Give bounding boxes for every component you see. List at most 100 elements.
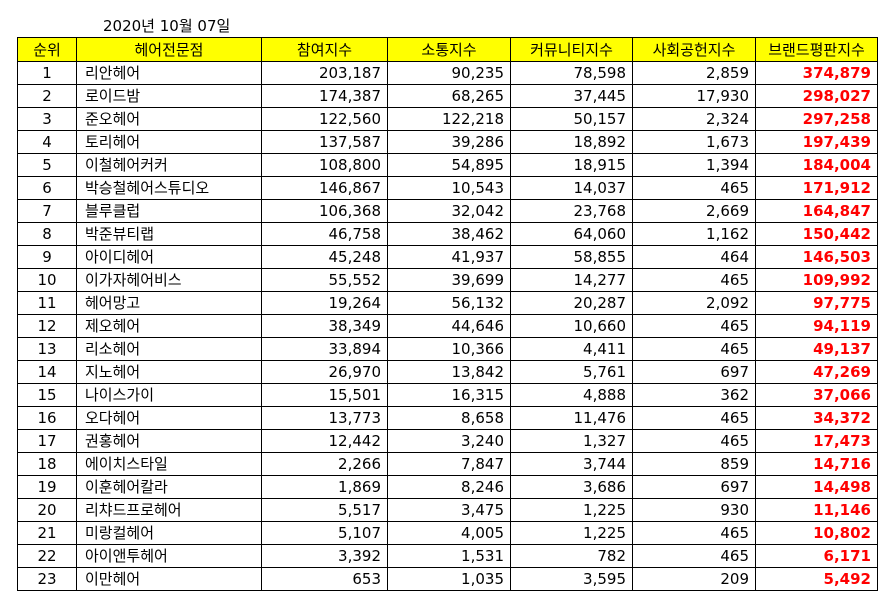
rank-cell: 8: [17, 222, 77, 246]
table-row: 7 블루클럽 106,368 32,042 23,768 2,669 164,847: [17, 199, 878, 223]
community-cell: 4,411: [510, 337, 633, 361]
social-contribution-cell: 465: [632, 314, 756, 338]
community-cell: 3,686: [510, 475, 633, 499]
table-row: 17 권홍헤어 12,442 3,240 1,327 465 17,473: [17, 429, 878, 453]
brand-reputation-cell: 184,004: [755, 153, 878, 177]
community-cell: 1,327: [510, 429, 633, 453]
community-cell: 50,157: [510, 107, 633, 131]
rank-cell: 11: [17, 291, 77, 315]
community-cell: 58,855: [510, 245, 633, 269]
participation-cell: 15,501: [261, 383, 388, 407]
brand-reputation-cell: 97,775: [755, 291, 878, 315]
salon-name-cell: 아이디헤어: [76, 245, 262, 269]
table-row: 16 오다헤어 13,773 8,658 11,476 465 34,372: [17, 406, 878, 430]
community-cell: 18,915: [510, 153, 633, 177]
salon-name-cell: 미랑컬헤어: [76, 521, 262, 545]
rank-cell: 12: [17, 314, 77, 338]
communication-cell: 3,475: [387, 498, 511, 522]
salon-name-cell: 리챠드프로헤어: [76, 498, 262, 522]
brand-reputation-cell: 94,119: [755, 314, 878, 338]
salon-name-cell: 권홍헤어: [76, 429, 262, 453]
participation-cell: 26,970: [261, 360, 388, 384]
participation-cell: 106,368: [261, 199, 388, 223]
participation-cell: 19,264: [261, 291, 388, 315]
salon-name-cell: 지노헤어: [76, 360, 262, 384]
table-row: 21 미랑컬헤어 5,107 4,005 1,225 465 10,802: [17, 521, 878, 545]
communication-cell: 7,847: [387, 452, 511, 476]
rank-cell: 22: [17, 544, 77, 568]
table-row: 22 아이앤투헤어 3,392 1,531 782 465 6,171: [17, 544, 878, 568]
communication-cell: 1,531: [387, 544, 511, 568]
social-contribution-cell: 2,324: [632, 107, 756, 131]
rank-cell: 6: [17, 176, 77, 200]
table-row: 2 로이드밤 174,387 68,265 37,445 17,930 298,027: [17, 84, 878, 108]
rank-cell: 16: [17, 406, 77, 430]
social-contribution-cell: 2,092: [632, 291, 756, 315]
brand-reputation-cell: 17,473: [755, 429, 878, 453]
social-contribution-cell: 465: [632, 544, 756, 568]
brand-reputation-cell: 10,802: [755, 521, 878, 545]
communication-cell: 4,005: [387, 521, 511, 545]
salon-name-cell: 블루클럽: [76, 199, 262, 223]
communication-cell: 3,240: [387, 429, 511, 453]
rank-cell: 10: [17, 268, 77, 292]
participation-cell: 174,387: [261, 84, 388, 108]
brand-reputation-cell: 6,171: [755, 544, 878, 568]
header-social-contribution: 사회공헌지수: [632, 37, 756, 62]
communication-cell: 10,543: [387, 176, 511, 200]
table-row: 9 아이디헤어 45,248 41,937 58,855 464 146,503: [17, 245, 878, 269]
social-contribution-cell: 209: [632, 567, 756, 591]
table-row: 5 이철헤어커커 108,800 54,895 18,915 1,394 184,004: [17, 153, 878, 177]
table-row: 15 나이스가이 15,501 16,315 4,888 362 37,066: [17, 383, 878, 407]
salon-name-cell: 에이치스타일: [76, 452, 262, 476]
rank-cell: 2: [17, 84, 77, 108]
community-cell: 14,037: [510, 176, 633, 200]
salon-name-cell: 제오헤어: [76, 314, 262, 338]
social-contribution-cell: 859: [632, 452, 756, 476]
salon-name-cell: 리안헤어: [76, 61, 262, 85]
rank-cell: 5: [17, 153, 77, 177]
salon-name-cell: 박승철헤어스튜디오: [76, 176, 262, 200]
table-row: 3 준오헤어 122,560 122,218 50,157 2,324 297,258: [17, 107, 878, 131]
participation-cell: 1,869: [261, 475, 388, 499]
community-cell: 78,598: [510, 61, 633, 85]
table-row: 12 제오헤어 38,349 44,646 10,660 465 94,119: [17, 314, 878, 338]
participation-cell: 45,248: [261, 245, 388, 269]
table-row: 14 지노헤어 26,970 13,842 5,761 697 47,269: [17, 360, 878, 384]
brand-reputation-table: 순위 헤어전문점 참여지수 소통지수 커뮤니티지수 사회공헌지수 브랜드평판지수…: [17, 37, 878, 591]
participation-cell: 33,894: [261, 337, 388, 361]
brand-reputation-cell: 298,027: [755, 84, 878, 108]
community-cell: 1,225: [510, 498, 633, 522]
salon-name-cell: 오다헤어: [76, 406, 262, 430]
community-cell: 10,660: [510, 314, 633, 338]
brand-reputation-cell: 14,716: [755, 452, 878, 476]
rank-cell: 19: [17, 475, 77, 499]
table-row: 13 리소헤어 33,894 10,366 4,411 465 49,137: [17, 337, 878, 361]
community-cell: 782: [510, 544, 633, 568]
social-contribution-cell: 2,859: [632, 61, 756, 85]
community-cell: 23,768: [510, 199, 633, 223]
community-cell: 11,476: [510, 406, 633, 430]
salon-name-cell: 준오헤어: [76, 107, 262, 131]
participation-cell: 46,758: [261, 222, 388, 246]
social-contribution-cell: 1,394: [632, 153, 756, 177]
rank-cell: 1: [17, 61, 77, 85]
header-communication: 소통지수: [387, 37, 511, 62]
rank-cell: 3: [17, 107, 77, 131]
salon-name-cell: 아이앤투헤어: [76, 544, 262, 568]
rank-cell: 17: [17, 429, 77, 453]
community-cell: 3,744: [510, 452, 633, 476]
social-contribution-cell: 465: [632, 337, 756, 361]
brand-reputation-cell: 297,258: [755, 107, 878, 131]
participation-cell: 5,517: [261, 498, 388, 522]
rank-cell: 23: [17, 567, 77, 591]
community-cell: 64,060: [510, 222, 633, 246]
rank-cell: 20: [17, 498, 77, 522]
brand-reputation-cell: 150,442: [755, 222, 878, 246]
header-community: 커뮤니티지수: [510, 37, 633, 62]
social-contribution-cell: 697: [632, 475, 756, 499]
rank-cell: 14: [17, 360, 77, 384]
participation-cell: 122,560: [261, 107, 388, 131]
social-contribution-cell: 697: [632, 360, 756, 384]
rank-cell: 9: [17, 245, 77, 269]
